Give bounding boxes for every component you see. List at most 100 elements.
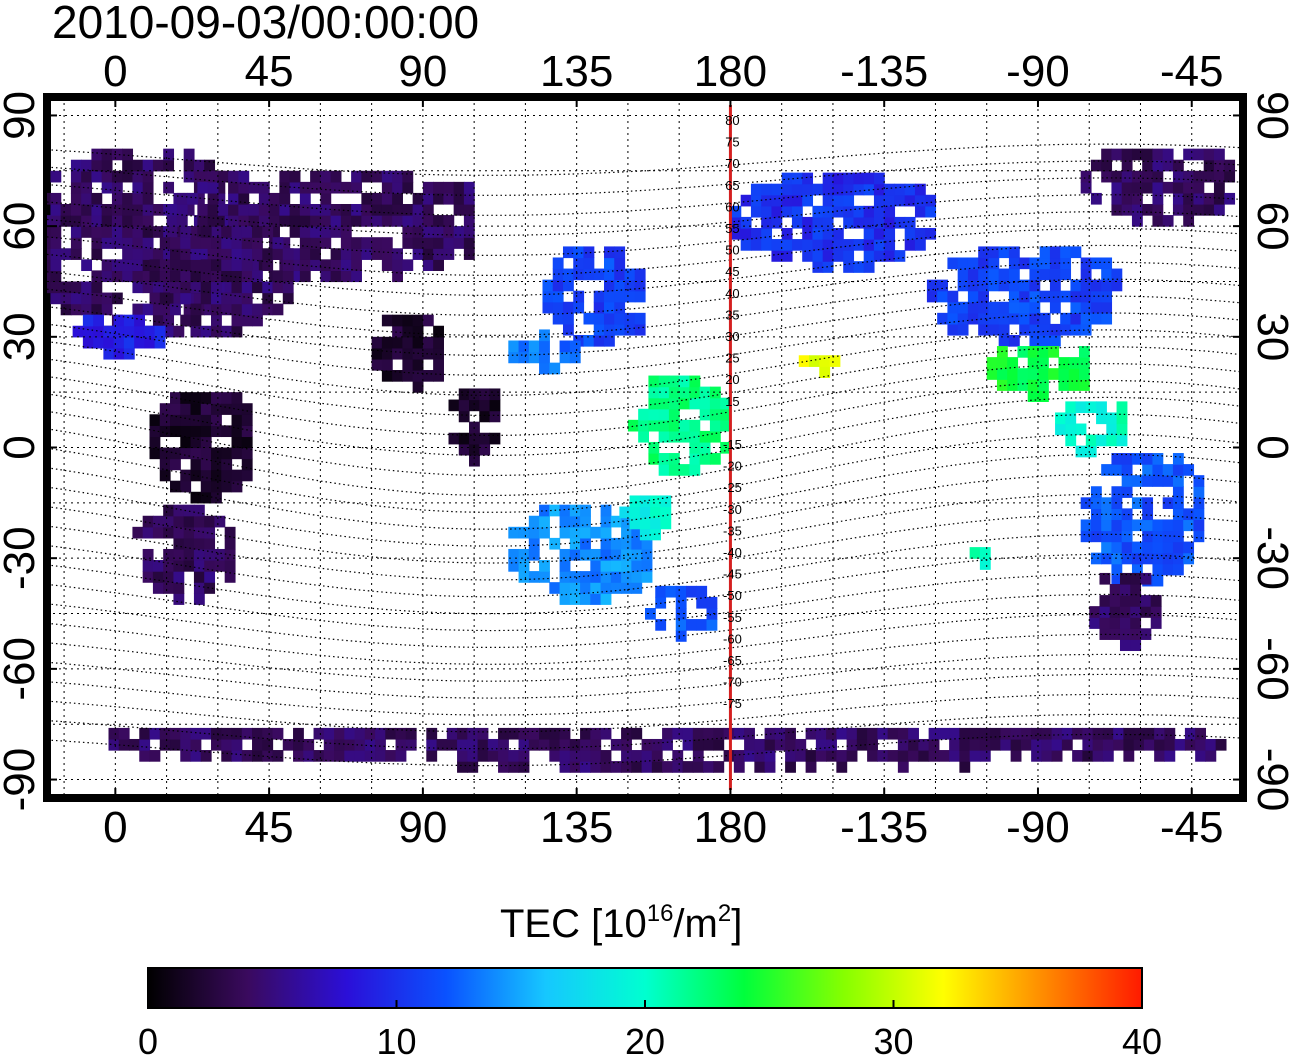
- magnetic-contour: [47, 211, 1243, 257]
- magnetic-contour: [47, 513, 1243, 581]
- magnetic-lat-label: 25: [725, 351, 739, 366]
- magnetic-lat-label: 20: [725, 372, 739, 387]
- magnetic-contour: [47, 143, 1243, 176]
- magnetic-contour: [47, 379, 1243, 457]
- colorbar-tick-label: 0: [138, 1021, 158, 1057]
- magnetic-latitude-contours: [47, 143, 1243, 767]
- magnetic-lat-label: 40: [725, 286, 739, 301]
- lat-tick-label-right: 90: [1248, 91, 1292, 140]
- magnetic-contour: [47, 177, 1243, 216]
- tec-region: [730, 172, 937, 273]
- tec-region: [969, 547, 991, 570]
- magnetic-lat-label: -70: [723, 675, 742, 690]
- lat-tick-label-left: -60: [0, 637, 44, 701]
- magnetic-contour: [47, 396, 1243, 477]
- magnetic-lat-label: 80: [725, 113, 739, 128]
- magnetic-lat-label: -40: [723, 545, 742, 560]
- tec-region: [149, 392, 253, 504]
- timestamp-label: 2010-09-03/00:00:00: [52, 0, 480, 48]
- magnetic-contour: [47, 194, 1243, 237]
- lon-ticks-bottom: 0 45 90 135 180 -135 -90 -45: [103, 788, 1224, 852]
- lat-ticks-right: 90 60 30 0 -30 -60 -90: [1233, 91, 1292, 811]
- magnetic-contour: [47, 673, 1243, 716]
- lon-ticks-top: 0 45 90 135 180 -135 -90 -45: [103, 47, 1224, 107]
- magnetic-contour: [47, 533, 1243, 598]
- tec-region: [508, 329, 581, 375]
- tec-region: [1080, 148, 1236, 227]
- magnetic-lat-label: 55: [725, 221, 739, 236]
- magnetic-contour: [47, 713, 1243, 750]
- magnetic-contour: [47, 160, 1243, 196]
- lon-tick-label-top: 45: [245, 47, 294, 96]
- colorbar-tick-label: 40: [1122, 1021, 1162, 1057]
- lon-tick-label-bottom: 180: [694, 803, 767, 852]
- colorbar-title: TEC [1016/m2]: [500, 900, 742, 948]
- lon-tick-label-bottom: -135: [840, 803, 928, 852]
- magnetic-lat-label: 45: [725, 264, 739, 279]
- tec-region: [448, 388, 501, 467]
- tec-region: [619, 495, 672, 541]
- colorbar-tick-label: 30: [873, 1021, 913, 1057]
- magnetic-contour: [47, 693, 1243, 733]
- magnetic-lat-label: -55: [723, 610, 742, 625]
- magnetic-contour: [47, 433, 1243, 513]
- lat-tick-label-left: -30: [0, 526, 44, 590]
- colorbar-ticks: 0 10 20 30 40: [138, 1000, 1162, 1057]
- colorbar-title-exponent: 16: [646, 900, 674, 927]
- lon-tick-label-top: 180: [694, 47, 767, 96]
- lon-tick-label-bottom: -90: [1006, 803, 1070, 852]
- magnetic-lat-label: 15: [725, 394, 739, 409]
- magnetic-lat-label: -75: [723, 696, 742, 711]
- tec-region: [1055, 401, 1128, 458]
- magnetic-lat-label: 65: [725, 178, 739, 193]
- lat-tick-label-left: 30: [0, 312, 44, 361]
- colorbar-title-unit: /m: [673, 902, 718, 946]
- tec-region: [132, 504, 236, 605]
- lon-tick-label-top: -90: [1006, 47, 1070, 96]
- magnetic-contour: [47, 733, 1243, 767]
- lon-tick-label-bottom: 0: [103, 803, 127, 852]
- magnetic-lat-label: 70: [725, 156, 739, 171]
- lat-tick-label-right: -60: [1248, 637, 1292, 701]
- magnetic-lat-label: 30: [725, 329, 739, 344]
- lat-tick-label-right: 60: [1248, 202, 1292, 251]
- lon-tick-label-top: 90: [398, 47, 447, 96]
- lat-tick-label-right: -90: [1248, 748, 1292, 812]
- tec-region: [108, 727, 1227, 773]
- magnetic-contour: [47, 653, 1243, 699]
- magnetic-contour: [47, 312, 1243, 377]
- magnetic-lat-label: -30: [723, 502, 742, 517]
- colorbar-tick-label: 10: [376, 1021, 416, 1057]
- tec-region: [149, 226, 294, 338]
- magnetic-lat-label: 60: [725, 199, 739, 214]
- magnetic-lat-label: -20: [723, 459, 742, 474]
- lon-tick-label-top: 0: [103, 47, 127, 96]
- colorbar-title-main: TEC [10: [500, 902, 647, 946]
- lon-tick-label-bottom: -45: [1160, 803, 1224, 852]
- lat-tick-label-right: 0: [1248, 435, 1292, 459]
- magnetic-lat-label: -35: [723, 523, 742, 538]
- magnetic-contour: [47, 413, 1243, 497]
- magnetic-lat-label: -45: [723, 567, 742, 582]
- lat-ticks-left: 90 60 30 0 -30 -60 -90: [0, 91, 57, 811]
- lat-tick-label-left: 60: [0, 202, 44, 251]
- tec-region: [542, 246, 646, 347]
- magnetic-lat-label: 35: [725, 307, 739, 322]
- colorbar-tick-label: 20: [625, 1021, 665, 1057]
- tec-region: [926, 246, 1123, 347]
- lon-tick-label-bottom: 135: [540, 803, 613, 852]
- magnetic-contour: [47, 329, 1243, 397]
- magnetic-lat-label: -60: [723, 631, 742, 646]
- tec-region: [508, 504, 653, 605]
- lat-tick-label-left: 0: [0, 435, 44, 459]
- magnetic-lat-label: 50: [725, 243, 739, 258]
- magnetic-contour: [47, 453, 1243, 530]
- magnetic-lat-label: -65: [723, 653, 742, 668]
- colorbar-title-unit-exponent: 2: [717, 900, 732, 927]
- magnetic-lat-label: -15: [723, 437, 742, 452]
- lat-tick-label-right: 30: [1248, 312, 1292, 361]
- tec-region: [798, 355, 841, 378]
- lat-tick-label-left: 90: [0, 91, 44, 140]
- lat-lon-grid: [47, 97, 1243, 798]
- tec-region: [72, 314, 166, 360]
